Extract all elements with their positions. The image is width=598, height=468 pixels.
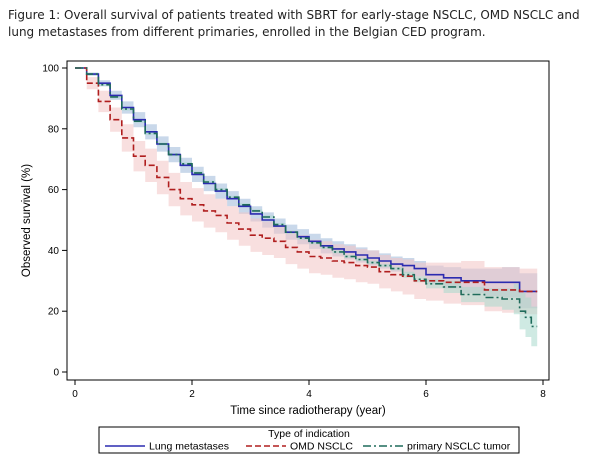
confidence-band-3 bbox=[75, 68, 538, 347]
x-tick-label: 2 bbox=[189, 389, 195, 400]
series-line-2 bbox=[75, 67, 538, 293]
y-tick-label: 20 bbox=[48, 307, 60, 318]
x-tick-label: 6 bbox=[423, 389, 429, 400]
x-tick-label: 0 bbox=[72, 389, 78, 400]
x-tick-label: 4 bbox=[306, 389, 312, 400]
legend-label-2: OMD NSCLC bbox=[290, 441, 353, 453]
y-tick-label: 100 bbox=[42, 64, 59, 75]
plot-area bbox=[66, 60, 550, 381]
y-tick-label: 80 bbox=[48, 124, 60, 135]
x-tick-label: 8 bbox=[540, 389, 546, 400]
legend-box bbox=[98, 426, 520, 454]
x-axis-title: Time since radiotherapy (year) bbox=[230, 405, 386, 417]
legend-title: Type of indication bbox=[268, 428, 350, 440]
y-tick-label: 60 bbox=[48, 185, 60, 196]
legend-label-1: Lung metastases bbox=[149, 441, 229, 453]
legend-label-3: primary NSCLC tumor bbox=[407, 441, 511, 453]
y-tick-label: 0 bbox=[53, 368, 59, 379]
figure-caption: Figure 1: Overall survival of patients t… bbox=[8, 8, 580, 39]
y-tick-label: 40 bbox=[48, 246, 60, 257]
y-axis-title: Observed survival (%) bbox=[21, 164, 33, 277]
